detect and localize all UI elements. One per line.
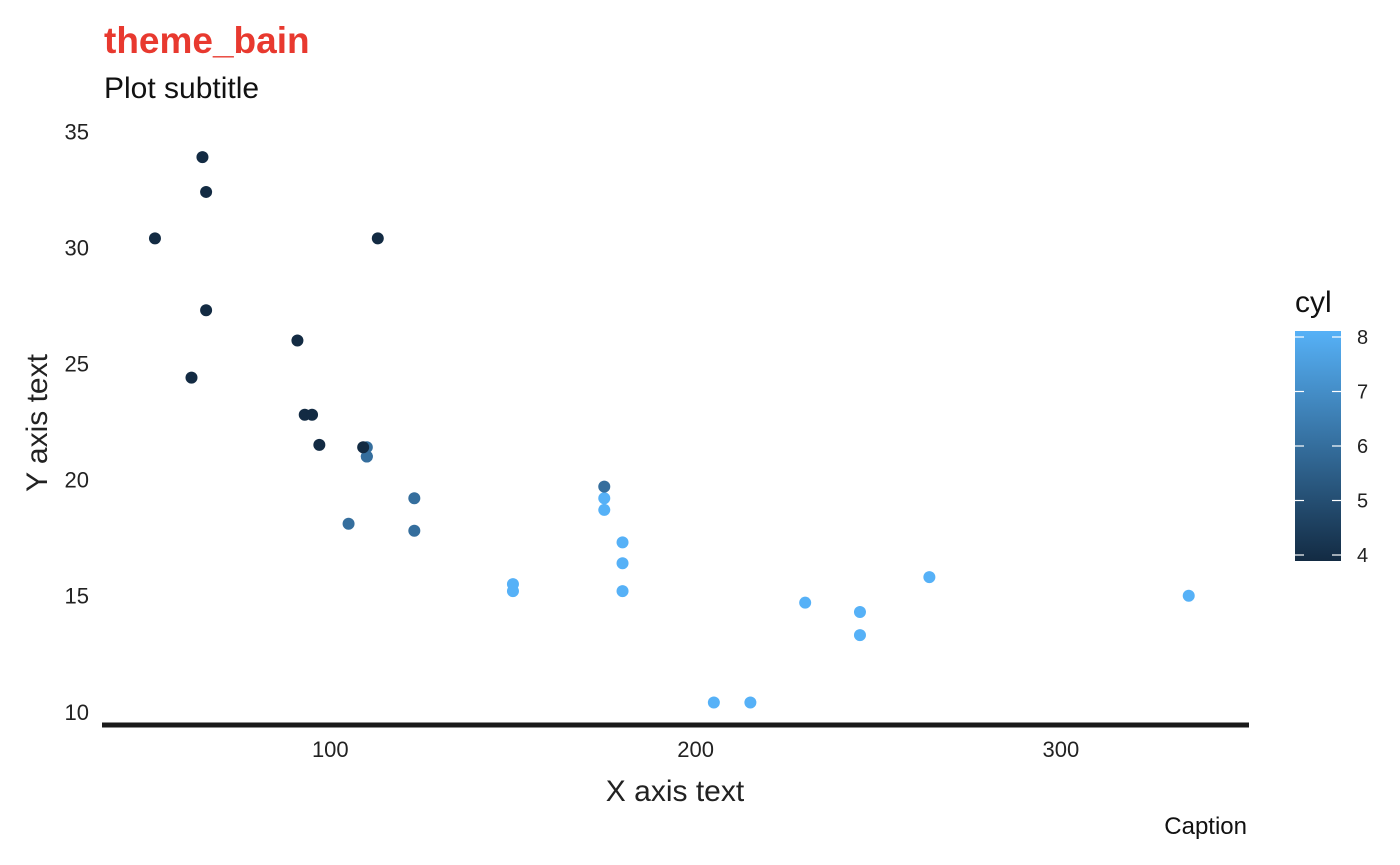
- data-point: [598, 492, 611, 505]
- data-points: [148, 151, 1195, 709]
- data-point: [357, 441, 370, 454]
- data-point: [616, 585, 629, 598]
- x-axis-title: X axis text: [606, 775, 745, 808]
- legend-title: cyl: [1295, 286, 1332, 319]
- data-point: [306, 408, 319, 421]
- data-point: [408, 524, 421, 537]
- x-tick-label: 200: [677, 737, 714, 762]
- data-point: [313, 438, 326, 451]
- data-point: [853, 629, 866, 642]
- data-point: [291, 334, 304, 347]
- y-tick-label: 30: [65, 236, 89, 261]
- data-point: [707, 696, 720, 709]
- data-point: [616, 557, 629, 570]
- data-point: [616, 536, 629, 549]
- y-tick-label: 15: [65, 584, 89, 609]
- y-tick-label: 25: [65, 352, 89, 377]
- data-point: [799, 596, 812, 609]
- data-point: [853, 605, 866, 618]
- data-point: [200, 304, 213, 317]
- chart-title: theme_bain: [104, 20, 310, 61]
- data-point: [598, 503, 611, 516]
- y-axis-title: Y axis text: [21, 353, 54, 492]
- data-point: [185, 371, 198, 384]
- y-tick-label: 35: [65, 120, 89, 145]
- data-point: [148, 232, 161, 245]
- legend-tick-label: 7: [1357, 382, 1368, 404]
- data-point: [200, 185, 213, 198]
- legend: cyl 4 5 6 7 8: [1295, 286, 1368, 567]
- y-axis-ticks: 10 15 20 25 30 35: [65, 120, 89, 725]
- data-point: [408, 492, 421, 505]
- data-point: [196, 151, 209, 164]
- legend-tick-label: 4: [1357, 545, 1368, 567]
- y-tick-label: 20: [65, 468, 89, 493]
- data-point: [371, 232, 384, 245]
- chart-caption: Caption: [1164, 813, 1247, 840]
- data-point: [598, 480, 611, 493]
- data-point: [342, 517, 355, 530]
- data-point: [923, 571, 936, 584]
- y-tick-label: 10: [65, 700, 89, 725]
- legend-ticks: 4 5 6 7 8: [1295, 327, 1368, 567]
- data-point: [1182, 589, 1195, 602]
- x-axis-ticks: 100 200 300: [312, 737, 1079, 762]
- chart-subtitle: Plot subtitle: [104, 72, 259, 105]
- data-point: [506, 585, 519, 598]
- legend-tick-label: 5: [1357, 491, 1368, 513]
- legend-tick-label: 6: [1357, 436, 1368, 458]
- data-point: [360, 450, 373, 463]
- data-point: [744, 696, 757, 709]
- x-tick-label: 300: [1043, 737, 1080, 762]
- x-tick-label: 100: [312, 737, 349, 762]
- legend-tick-label: 8: [1357, 327, 1368, 349]
